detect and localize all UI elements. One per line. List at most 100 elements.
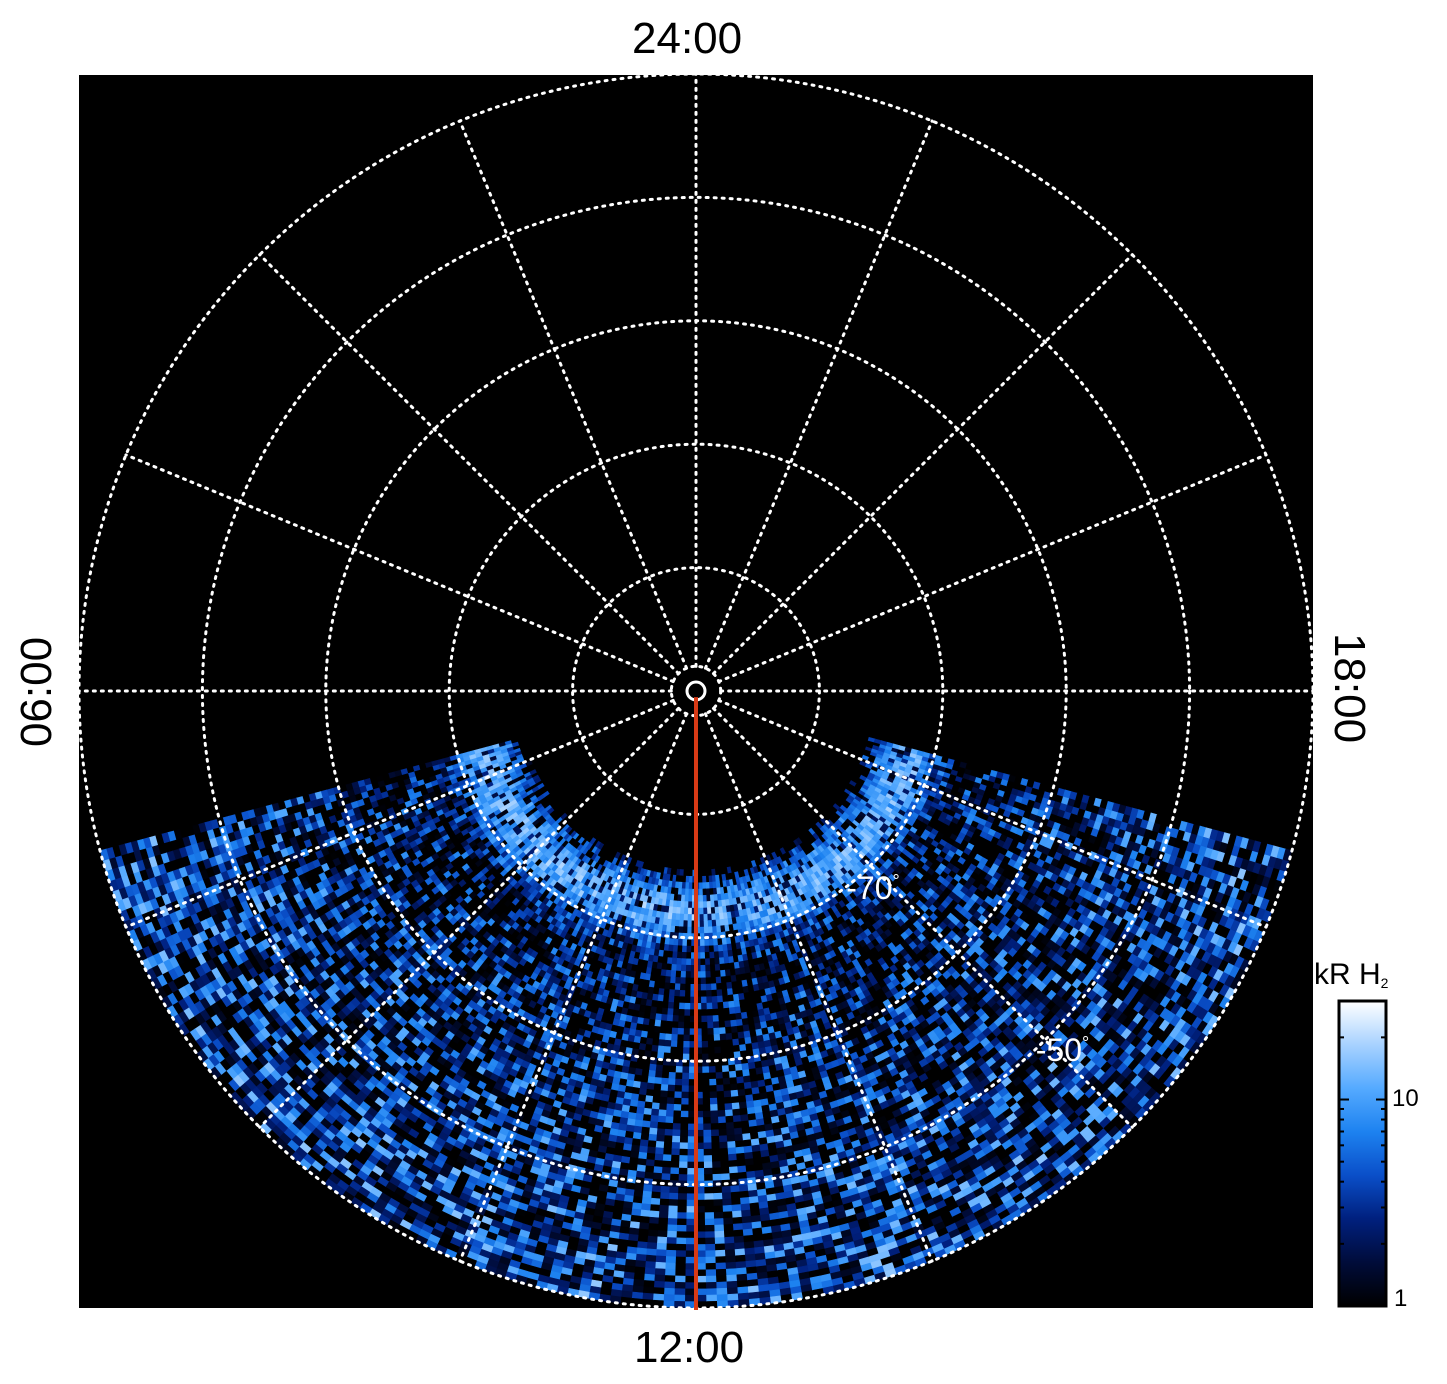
heatmap-cell <box>663 995 670 1003</box>
heatmap-cell <box>673 1104 682 1112</box>
heatmap-cell <box>657 1223 669 1232</box>
heatmap-cell <box>646 1082 656 1091</box>
heatmap-cell <box>664 1281 676 1289</box>
heatmap-cell <box>679 869 684 877</box>
heatmap-cell <box>674 989 681 997</box>
heatmap-cell <box>652 1172 663 1181</box>
heatmap-cell <box>661 1173 671 1181</box>
heatmap-cell <box>685 882 690 890</box>
heatmap-cell <box>677 938 684 947</box>
heatmap-cell <box>672 1123 682 1131</box>
heatmap-cell <box>688 895 693 903</box>
heatmap-cell <box>677 1034 685 1042</box>
heatmap-cell <box>640 1075 649 1084</box>
heatmap-cell <box>678 1015 685 1023</box>
heatmap-cell <box>680 977 687 985</box>
heatmap-cell <box>679 913 685 921</box>
heatmap-cell <box>643 1107 653 1116</box>
heatmap-cell <box>666 957 673 965</box>
heatmap-cell <box>679 989 686 998</box>
heatmap-cell <box>667 1084 676 1092</box>
heatmap-cell <box>655 1140 665 1149</box>
heatmap-cell <box>650 1006 658 1014</box>
heatmap-cell <box>672 1014 680 1023</box>
heatmap-cell <box>641 1203 652 1212</box>
heatmap-cell <box>641 1196 652 1205</box>
heatmap-cell <box>657 1230 669 1238</box>
heatmap-cell <box>681 958 687 966</box>
heatmap-cell <box>664 1287 676 1296</box>
heatmap-cell <box>644 1171 655 1180</box>
heatmap-cell <box>669 1192 679 1201</box>
heatmap-cell <box>654 1274 666 1283</box>
heatmap-cell <box>656 1007 664 1015</box>
heatmap-cell <box>643 1184 654 1193</box>
heatmap-cell <box>664 1275 676 1283</box>
heatmap-cell <box>676 964 682 972</box>
heatmap-cell <box>646 1037 654 1046</box>
heatmap-cell <box>667 1008 675 1016</box>
heatmap-cell <box>658 988 666 996</box>
heatmap-cell <box>678 875 684 883</box>
heatmap-cell <box>667 950 674 959</box>
heatmap-cell <box>664 1039 672 1048</box>
heatmap-cell <box>666 1103 675 1112</box>
heatmap-cell <box>653 1280 666 1289</box>
heatmap-cell <box>671 957 678 965</box>
heatmap-cell <box>648 1070 657 1078</box>
heatmap-cell <box>664 1128 674 1137</box>
heatmap-cell <box>649 1127 659 1136</box>
heatmap-cell <box>663 1141 673 1150</box>
heatmap-cell <box>645 1165 655 1174</box>
heatmap-cell <box>657 1121 667 1130</box>
heatmap-cell <box>672 1129 681 1137</box>
heatmap-cell <box>639 1215 651 1224</box>
heatmap-cell <box>669 982 676 991</box>
heatmap-cell <box>661 1071 670 1079</box>
heatmap-cell <box>668 1199 679 1207</box>
heatmap-cell <box>649 1121 659 1129</box>
heatmap-cell <box>687 920 693 928</box>
heatmap-cell <box>682 939 688 947</box>
heatmap-cell <box>666 1249 677 1258</box>
heatmap-cell <box>668 1071 677 1080</box>
heatmap-cell <box>685 964 692 972</box>
heatmap-cell <box>666 1243 677 1251</box>
heatmap-cell <box>673 1002 680 1010</box>
heatmap-cell <box>658 1109 668 1117</box>
heatmap-cell <box>651 1044 660 1053</box>
heatmap-cell <box>653 1089 662 1098</box>
heatmap-cell <box>660 1084 669 1092</box>
heatmap-cell <box>650 1114 660 1123</box>
heatmap-cell <box>655 1147 665 1155</box>
heatmap-cell <box>687 926 693 934</box>
heatmap-cell <box>687 914 693 922</box>
heatmap-cell <box>647 1140 657 1148</box>
heatmap-cell <box>679 919 685 928</box>
heatmap-cell <box>661 1166 672 1175</box>
heatmap-cell <box>675 970 682 978</box>
heatmap-cell <box>657 1045 666 1054</box>
heatmap-cell <box>666 963 673 971</box>
heatmap-cell <box>671 1154 681 1163</box>
heatmap-cell <box>642 1120 652 1129</box>
heatmap-cell <box>675 919 681 927</box>
heatmap-cell <box>665 1122 674 1131</box>
heatmap-cell <box>661 1013 668 1022</box>
heatmap-cell <box>646 1242 658 1250</box>
heatmap-cell <box>659 1198 670 1207</box>
heatmap-cell <box>653 1287 666 1295</box>
heatmap-cell <box>674 1097 683 1105</box>
heatmap-cell <box>659 1103 668 1111</box>
heatmap-cell <box>670 1161 680 1169</box>
heatmap-cell <box>671 963 678 972</box>
heatmap-cell <box>649 1063 658 1072</box>
heatmap-cell <box>651 1102 661 1110</box>
heatmap-cell <box>665 873 671 882</box>
heatmap-cell <box>680 970 687 979</box>
heatmap-cell <box>688 876 694 884</box>
heatmap-cell <box>684 888 690 896</box>
heatmap-cell <box>675 1072 683 1080</box>
heatmap-cell <box>681 888 686 896</box>
